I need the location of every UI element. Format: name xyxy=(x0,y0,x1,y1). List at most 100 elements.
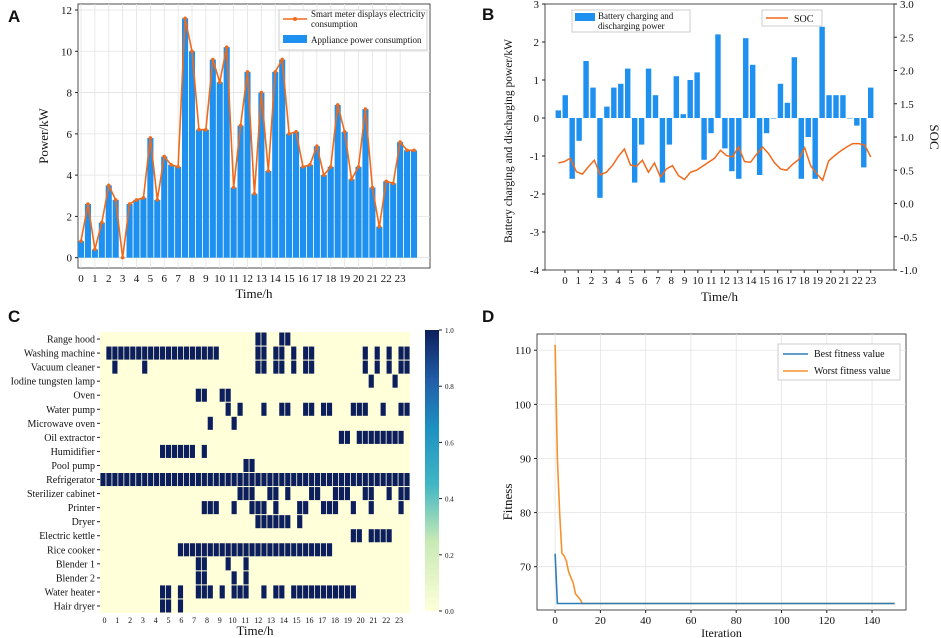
heatmap-cell-on xyxy=(249,458,255,472)
legend-b: Battery charging and discharging power SOC xyxy=(571,9,823,33)
bar-appliance xyxy=(175,166,182,258)
y-tick-label-d: 110 xyxy=(515,345,532,357)
heatmap-cell-on xyxy=(273,501,279,515)
heatmap-cell-on xyxy=(237,487,243,501)
heatmap-cell-on xyxy=(177,585,184,599)
heatmap-cell-on xyxy=(344,473,350,487)
heatmap-cell-on xyxy=(195,571,201,585)
x-tick-label-d: 40 xyxy=(640,615,652,627)
bar-appliance xyxy=(348,179,355,258)
heatmap-cell-on xyxy=(374,473,380,487)
heatmap-cell-on xyxy=(279,543,285,557)
x-tick-label-d: 60 xyxy=(685,615,697,627)
x-tick-label-a: 9 xyxy=(203,273,209,285)
heatmap-cell-on xyxy=(231,501,237,515)
x-tick-label-a: 0 xyxy=(78,273,84,285)
heatmap-cell-on xyxy=(291,585,297,599)
y2-tick-label-b: 0.5 xyxy=(900,165,914,177)
heatmap-cell-on xyxy=(291,543,297,557)
heatmap-cell-on xyxy=(189,543,195,557)
heatmap-cell-on xyxy=(285,473,291,487)
bar-appliance xyxy=(98,222,105,258)
bar-appliance xyxy=(286,133,293,258)
bar-battery xyxy=(805,118,811,137)
heatmap-cell-on xyxy=(297,501,303,515)
marker-smart-meter xyxy=(155,198,160,202)
row-label: Oven xyxy=(73,391,95,402)
x-tick-label-d: 20 xyxy=(595,615,607,627)
x-tick-label-a: 1 xyxy=(92,273,98,285)
heatmap-cell-on xyxy=(201,585,207,599)
bar-battery xyxy=(631,118,638,183)
y-tick-label-a: 6 xyxy=(67,129,73,141)
heatmap-cell-on xyxy=(291,346,297,360)
bar-appliance xyxy=(397,142,404,258)
row-label: Sterilizer cabinet xyxy=(27,489,95,500)
heatmap-cell-on xyxy=(219,585,225,599)
heatmap-cell-on xyxy=(255,360,261,374)
heatmap-cell-on xyxy=(201,473,207,487)
heatmap-cell-on xyxy=(243,487,249,501)
panel-letter-a: A xyxy=(8,7,20,26)
colorbar-tick-label: 0.4 xyxy=(445,496,454,504)
heatmap-cell-on xyxy=(112,346,118,360)
marker-smart-meter xyxy=(266,169,271,173)
heatmap-cell-on xyxy=(189,346,195,360)
y-axis-label-a: Power/kW xyxy=(36,107,51,163)
heatmap-cell-on xyxy=(118,473,124,487)
y2-tick-label-b: 1.5 xyxy=(900,99,914,111)
y2-tick-label-b: 3.0 xyxy=(900,0,914,11)
x-tick-label-b: 23 xyxy=(865,275,877,287)
heatmap-cell-on xyxy=(309,487,315,501)
bar-appliance xyxy=(126,204,133,258)
heatmap-cell-on xyxy=(267,543,273,557)
legend-swatch-bar-a xyxy=(283,35,307,43)
marker-smart-meter xyxy=(308,163,312,167)
bar-appliance xyxy=(216,82,223,258)
bar-battery xyxy=(715,34,721,118)
heatmap-cell-on xyxy=(404,402,410,416)
y-tick-label-a: 12 xyxy=(61,5,72,17)
legend-line-2: discharging power xyxy=(598,21,665,31)
heatmap-cell-on xyxy=(368,529,374,543)
bar-battery xyxy=(576,118,582,141)
heatmap-cell-on xyxy=(344,430,350,444)
panel-letter-d: D xyxy=(482,307,494,326)
marker-smart-meter xyxy=(363,107,368,111)
heatmap-cell-on xyxy=(261,501,267,515)
x-tick-label-a: 13 xyxy=(256,273,268,285)
marker-smart-meter xyxy=(356,165,361,169)
heatmap-cell-on xyxy=(279,473,285,487)
y-tick-label-b: 2 xyxy=(534,37,540,49)
bar-battery xyxy=(847,118,853,119)
row-label: Refrigerator xyxy=(46,475,96,486)
heatmap-cell-on xyxy=(303,585,309,599)
heatmap-cell-on xyxy=(309,360,315,374)
bar-appliance xyxy=(147,137,154,258)
x-tick-label-c: 0 xyxy=(102,616,106,625)
legend-label-smart-meter: Smart meter displays electricity consumpt… xyxy=(311,9,426,29)
heatmap-cell-on xyxy=(398,487,404,501)
x-tick-label-c: 7 xyxy=(192,616,196,625)
y-tick-label-a: 10 xyxy=(61,46,73,58)
bar-appliance xyxy=(140,197,147,258)
heatmap-cell-on xyxy=(160,585,166,599)
marker-smart-meter xyxy=(169,163,173,167)
heatmap-cell-on xyxy=(112,473,118,487)
x-tick-label-d: 100 xyxy=(773,615,790,627)
bar-appliance xyxy=(390,183,397,258)
bar-appliance xyxy=(161,156,168,258)
x-tick-label-c: 4 xyxy=(154,616,158,625)
panel-letter-b: B xyxy=(482,5,494,24)
heatmap-cell-on xyxy=(207,416,213,430)
heatmap-cell-on xyxy=(368,487,374,501)
bar-battery xyxy=(763,118,770,134)
x-tick-label-c: 21 xyxy=(369,616,377,625)
marker-smart-meter xyxy=(197,127,201,132)
heatmap-cell-on xyxy=(350,501,356,515)
heatmap-cell-on xyxy=(273,360,279,374)
x-tick-label-b: 0 xyxy=(562,275,568,287)
heatmap-cell-on xyxy=(177,599,184,613)
heatmap-cell-on xyxy=(261,543,267,557)
